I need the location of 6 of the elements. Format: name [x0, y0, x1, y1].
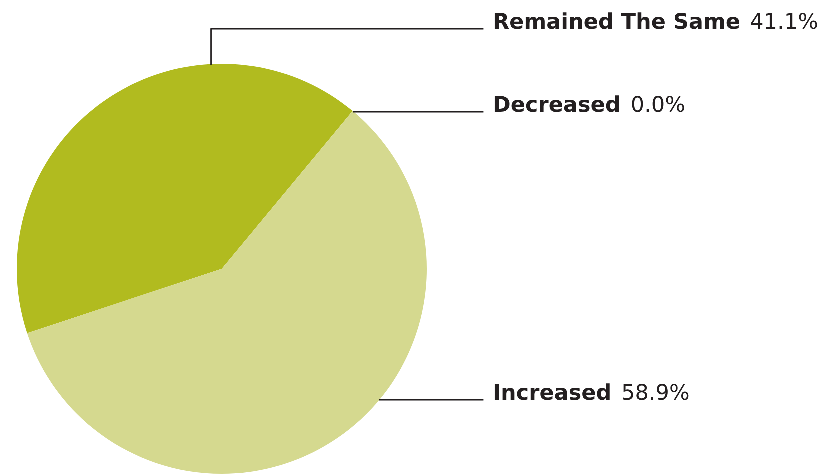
slice-label: Increased: [494, 384, 610, 400]
slice-label: Remained The Same: [494, 12, 740, 30]
data-label: 41.1%: [751, 13, 818, 30]
text: 0.0%: [632, 96, 684, 112]
category-label: Decreased: [494, 96, 619, 112]
data-label: 58.9%: [623, 384, 689, 400]
